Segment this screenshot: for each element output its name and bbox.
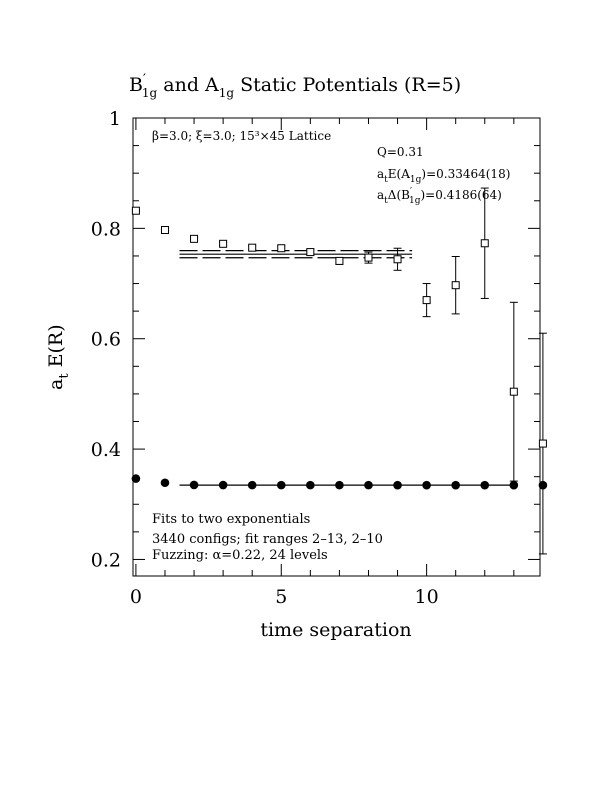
data-point-circle xyxy=(247,480,257,490)
y-tick-label: 0.2 xyxy=(91,549,121,571)
data-point-circle xyxy=(422,480,431,490)
plot-frame xyxy=(132,117,541,577)
data-point-circle xyxy=(364,480,373,490)
data-point-square xyxy=(131,206,140,215)
data-point-square xyxy=(277,244,286,253)
data-point-circle xyxy=(509,480,519,490)
data-point-square xyxy=(219,239,228,248)
data-point-circle xyxy=(160,478,170,488)
data-point-circle xyxy=(218,480,228,490)
data-point-square xyxy=(190,234,199,243)
series-b1g xyxy=(131,187,547,555)
annotation-energy: atE(A1g)=0.33464(18) xyxy=(377,167,510,185)
axis-ticks xyxy=(133,117,540,576)
annotation-q: Q=0.31 xyxy=(377,145,424,159)
data-point-square xyxy=(422,296,431,305)
data-point-circle xyxy=(451,480,460,490)
x-tick-label: 10 xyxy=(415,586,439,608)
annotation-lattice: β=3.0; ξ=3.0; 15³×45 Lattice xyxy=(152,129,331,143)
x-tick-labels: 0 5 10 xyxy=(130,586,439,608)
chart-title: B′ 1g and A1g Static Potentials (R=5) xyxy=(129,72,461,100)
series-a1g xyxy=(131,474,548,490)
y-tick-label: 0.8 xyxy=(91,218,121,240)
y-tick-label: 1 xyxy=(109,108,121,130)
data-point-circle xyxy=(393,480,402,490)
data-point-square xyxy=(451,281,460,290)
data-point-circle xyxy=(131,474,141,483)
annotation-delta: atΔ(B′ 1g)=0.4186(64) xyxy=(377,187,502,206)
data-point-circle xyxy=(276,480,286,490)
y-tick-label: 0.6 xyxy=(91,329,121,351)
annotation-fits: Fits to two exponentials xyxy=(152,512,310,527)
data-point-square xyxy=(509,387,518,396)
data-point-square xyxy=(364,253,373,262)
data-point-circle xyxy=(480,480,490,490)
data-point-circle xyxy=(189,480,199,490)
data-point-square xyxy=(480,239,489,248)
data-point-square xyxy=(335,256,344,265)
x-tick-label: 5 xyxy=(275,586,287,608)
y-tick-labels: 0.2 0.4 0.6 0.8 1 xyxy=(91,108,121,571)
data-point-circle xyxy=(538,480,548,490)
data-point-square xyxy=(248,243,257,252)
annotation-fuzzing: Fuzzing: α=0.22, 24 levels xyxy=(152,548,328,563)
y-axis-label: at E(R) xyxy=(45,324,72,390)
data-point-square xyxy=(306,248,315,257)
fit-lines xyxy=(179,250,514,486)
x-axis-label: time separation xyxy=(260,619,411,641)
data-point-square xyxy=(160,226,169,235)
annotation-configs: 3440 configs; fit ranges 2–13, 2–10 xyxy=(152,532,383,547)
data-point-circle xyxy=(335,480,344,490)
data-point-circle xyxy=(306,480,315,490)
y-tick-label: 0.4 xyxy=(91,439,121,461)
x-tick-label: 0 xyxy=(130,586,142,608)
data-point-square xyxy=(393,255,402,264)
data-point-square xyxy=(538,439,547,448)
